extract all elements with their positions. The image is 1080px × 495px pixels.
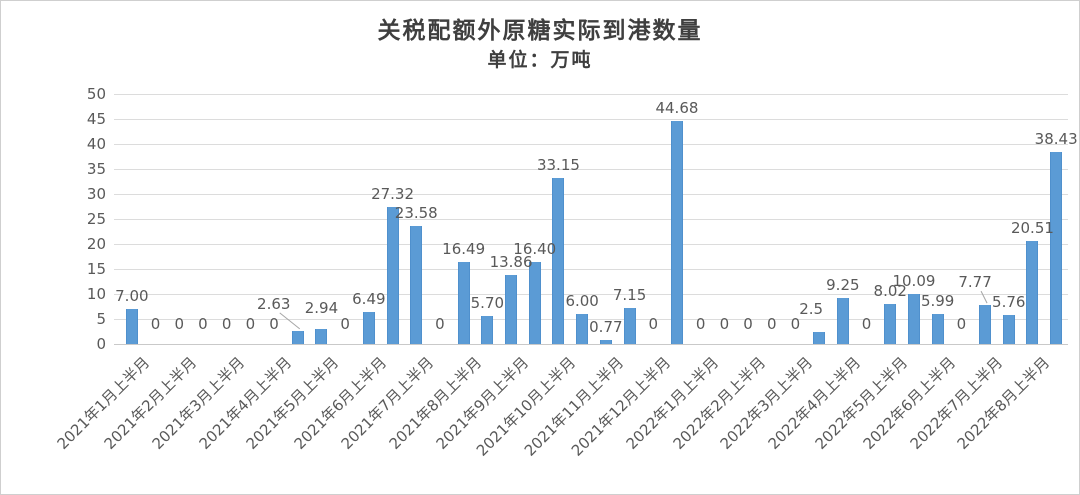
bar-value-label: 0.77 [589, 318, 623, 337]
y-tick-label-35: 35 [86, 160, 106, 178]
gridline-y-15 [114, 268, 1068, 270]
bar-value-label: 0 [861, 315, 872, 333]
bar [670, 120, 683, 344]
y-tick-label-10: 10 [86, 285, 106, 303]
bar-value-label: 0 [719, 315, 730, 333]
bar-value-label: 38.43 [1034, 129, 1078, 148]
bar-value-label: 44.68 [655, 98, 699, 117]
bar-value-label: 0 [174, 315, 185, 333]
bar-value-label: 0 [648, 315, 659, 333]
bar-value-label: 0 [790, 315, 801, 333]
bar-value-label: 2.5 [799, 299, 824, 318]
bar [576, 314, 589, 344]
gridline-y-50 [114, 93, 1068, 95]
bar-value-label: 0 [245, 315, 256, 333]
bar-value-label: 0 [198, 315, 208, 333]
bar [410, 226, 423, 344]
bar [315, 329, 328, 344]
bar [481, 315, 494, 344]
bar-value-label: 27.32 [371, 185, 415, 204]
bar [457, 261, 470, 344]
bar-value-label: 33.15 [536, 156, 580, 175]
bar-value-label: 0 [695, 315, 706, 333]
bar [1002, 315, 1015, 344]
bar-value-label: 5.76 [992, 293, 1026, 312]
leader-line [279, 312, 301, 330]
bar-value-label: 13.86 [489, 252, 533, 271]
bar-value-label: 8.02 [873, 281, 907, 300]
y-tick-label-30: 30 [86, 185, 106, 203]
bar [836, 297, 849, 344]
y-tick-label-50: 50 [86, 85, 106, 103]
bar [623, 308, 636, 344]
bar [125, 309, 138, 344]
bar [884, 303, 897, 344]
gridline-y-35 [114, 168, 1068, 170]
bar [291, 330, 304, 344]
bar-value-label: 9.25 [826, 275, 860, 294]
bar [979, 305, 992, 344]
bar-value-label: 0 [269, 315, 279, 333]
bar-value-label: 7.00 [115, 287, 149, 305]
bar-value-label: 0 [956, 315, 967, 333]
bar-value-label: 0 [766, 315, 777, 333]
bar-value-label: 5.99 [920, 292, 955, 311]
bar-value-label: 7.77 [958, 273, 992, 292]
bar-value-label: 0 [150, 315, 161, 333]
bar [813, 331, 826, 344]
bar [931, 314, 944, 344]
bar-value-label: 23.58 [394, 204, 438, 223]
bar [528, 262, 541, 344]
bar [552, 178, 565, 344]
bar-value-label: 7.15 [612, 286, 647, 305]
bar-value-label: 2.63 [257, 294, 291, 313]
gridline-y-10 [114, 293, 1068, 295]
y-tick-label-15: 15 [86, 260, 106, 278]
bar-value-label: 0 [435, 315, 445, 333]
bar-value-label: 6.00 [565, 292, 599, 310]
bar-value-label: 0 [221, 315, 232, 333]
bar-value-label: 6.49 [352, 289, 386, 308]
gridline-y-20 [114, 243, 1068, 245]
bar [1050, 151, 1063, 344]
y-tick-label-40: 40 [86, 135, 106, 153]
y-tick-label-25: 25 [86, 210, 106, 228]
y-tick-label-5: 5 [96, 310, 106, 328]
bar [362, 311, 375, 344]
chart-subtitle: 单位：万吨 [487, 49, 593, 71]
bar-value-label: 2.94 [304, 299, 339, 318]
bar [907, 293, 920, 344]
bar-value-label: 10.09 [892, 271, 936, 290]
bar [1026, 241, 1039, 344]
y-tick-label-0: 0 [96, 335, 106, 353]
bar-value-label: 16.49 [442, 239, 486, 258]
gridline-y-45 [114, 118, 1068, 120]
chart-title: 关税配额外原糖实际到港数量 [377, 17, 703, 44]
bar [599, 340, 612, 344]
gridline-y-5 [114, 318, 1068, 320]
gridline-y-0 [114, 343, 1068, 345]
bar-value-label: 0 [340, 315, 350, 333]
y-tick-label-20: 20 [86, 235, 106, 253]
bar-value-label: 20.51 [1010, 219, 1054, 238]
bar-value-label: 16.40 [513, 240, 557, 258]
gridline-y-30 [114, 193, 1068, 195]
y-tick-label-45: 45 [86, 110, 106, 128]
gridline-y-25 [114, 218, 1068, 220]
bar [386, 207, 399, 344]
bar [505, 274, 518, 344]
gridline-y-40 [114, 143, 1068, 145]
bar-value-label: 0 [743, 315, 753, 333]
bar-value-label: 5.70 [470, 293, 505, 312]
